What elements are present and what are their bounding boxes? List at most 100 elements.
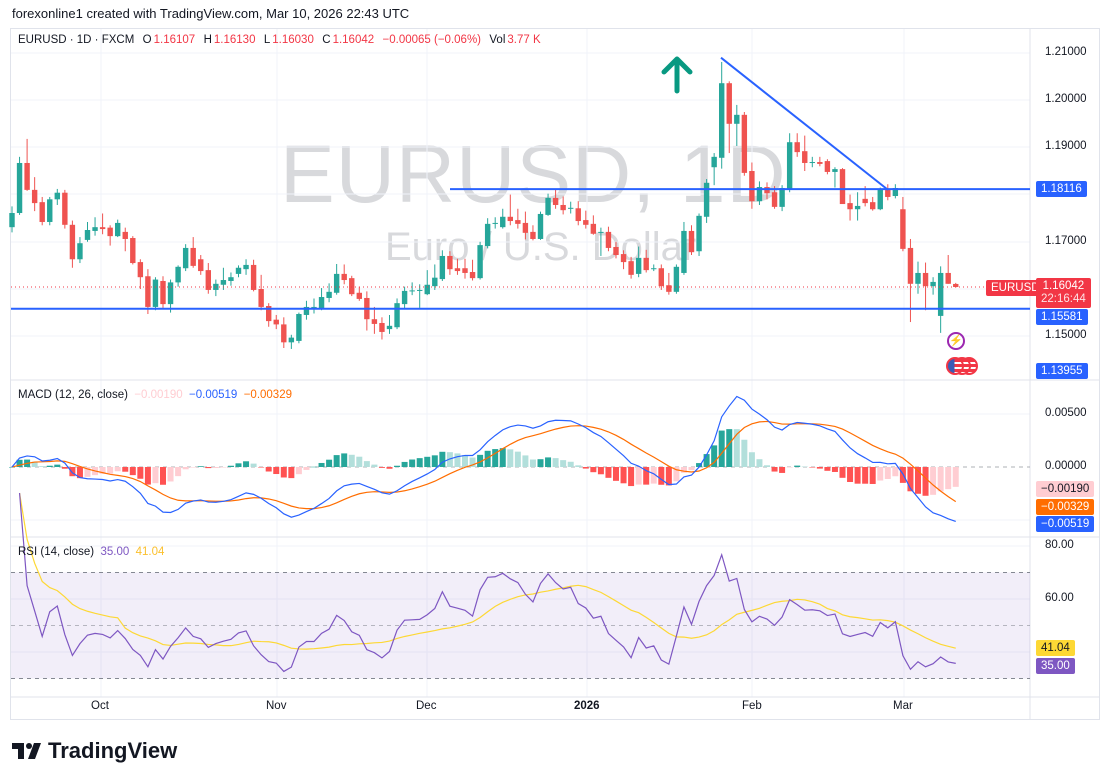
- time-tick: Oct: [91, 700, 109, 712]
- candle-body: [469, 272, 476, 279]
- macd-histogram-bar: [688, 467, 695, 471]
- candle-body: [341, 273, 347, 281]
- macd-histogram-bar: [801, 466, 808, 468]
- macd-histogram-bar: [122, 467, 129, 472]
- macd-histogram-bar: [552, 458, 559, 467]
- candle-body: [296, 314, 302, 341]
- macd-histogram-bar: [9, 467, 15, 468]
- macd-histogram-bar: [197, 466, 204, 467]
- macd-histogram-bar: [295, 467, 302, 475]
- macd-histogram-bar: [628, 467, 635, 487]
- candle-body: [877, 188, 883, 210]
- macd-histogram-bar: [84, 467, 91, 477]
- candle-body: [786, 142, 793, 190]
- symbol-info[interactable]: EURUSD · 1D · FXCM: [18, 34, 135, 46]
- macd-histogram-bar: [809, 467, 816, 468]
- candle-body: [386, 325, 393, 330]
- open-value: 1.16107: [153, 34, 196, 46]
- time-tick: Mar: [893, 700, 913, 712]
- candle-body: [47, 199, 53, 222]
- macd-histogram-bar: [771, 467, 778, 472]
- rsi-value: 35.00: [100, 546, 130, 558]
- macd-histogram-bar: [915, 467, 921, 494]
- tradingview-logo[interactable]: TradingView: [12, 738, 177, 764]
- level-high-tag: 1.18116: [1036, 181, 1087, 197]
- candle-body: [326, 291, 332, 298]
- candle-body: [922, 272, 929, 287]
- candle-body: [771, 192, 778, 207]
- macd-histogram-bar: [190, 467, 197, 468]
- candle-body: [937, 272, 944, 316]
- candle-body: [250, 264, 257, 290]
- candle-body: [220, 280, 227, 285]
- candle-body: [734, 114, 740, 124]
- macd-histogram-bar: [61, 467, 68, 469]
- price-tick: 1.15000: [1045, 329, 1087, 341]
- candle-body: [515, 220, 521, 224]
- macd-histogram-bar: [31, 461, 38, 467]
- macd-histogram-bar: [824, 467, 831, 471]
- level-bottom-tag: 1.13955: [1036, 363, 1088, 379]
- high-value: 1.16130: [213, 34, 256, 46]
- symbol-legend: EURUSD · 1D · FXCM O 1.16107 H 1.16130 L 1.…: [18, 34, 543, 46]
- macd-histogram-bar: [205, 467, 212, 469]
- candle-body: [99, 227, 106, 230]
- lightning-icon[interactable]: ⚡: [947, 332, 965, 350]
- macd-histogram-bar: [129, 467, 136, 476]
- candle-body: [552, 197, 559, 205]
- candle-body: [432, 277, 438, 287]
- macd-histogram-bar: [446, 452, 453, 467]
- candle-body: [243, 264, 249, 270]
- macd-histogram-bar: [620, 467, 627, 484]
- candle-body: [288, 337, 295, 343]
- candle-body: [522, 222, 529, 233]
- candle-body: [945, 272, 951, 284]
- macd-histogram-bar: [273, 467, 280, 475]
- us-flag-icon[interactable]: [946, 357, 986, 377]
- macd-histogram-bar: [280, 467, 287, 478]
- last-price: 1.16042: [1042, 280, 1085, 292]
- macd-histogram-bar: [884, 467, 891, 479]
- time-tick: Feb: [742, 700, 762, 712]
- candle-body: [500, 216, 506, 228]
- open-label: O: [142, 34, 152, 46]
- candle-body: [507, 216, 513, 222]
- candle-body: [635, 257, 642, 274]
- macd-histogram-bar: [756, 459, 763, 467]
- candle-body: [862, 198, 868, 204]
- macd-histogram-bar: [952, 467, 959, 487]
- macd-title[interactable]: MACD (12, 26, close): [18, 389, 128, 401]
- candle-body: [892, 187, 899, 197]
- candle-body: [688, 230, 695, 253]
- candle-body: [673, 266, 680, 292]
- bar-countdown: 22:16:44: [1041, 293, 1086, 305]
- macd-histogram-bar: [575, 465, 582, 467]
- close-label: C: [322, 34, 331, 46]
- macd-histogram-bar: [514, 451, 521, 467]
- candle-body: [424, 284, 430, 295]
- macd-signal-tag: −0.00329: [1036, 499, 1095, 515]
- macd-histogram-bar: [227, 465, 234, 467]
- candle-body: [484, 223, 491, 247]
- candle-body: [643, 257, 649, 271]
- macd-histogram-bar: [741, 439, 748, 467]
- tradingview-logo-icon: [12, 743, 41, 759]
- candle-body: [620, 254, 627, 263]
- macd-histogram-bar: [363, 461, 370, 467]
- candle-body: [303, 306, 310, 315]
- candle-body: [39, 202, 45, 222]
- rsi-title[interactable]: RSI (14, close): [18, 546, 95, 558]
- macd-histogram-bar: [643, 467, 650, 485]
- candle-body: [152, 279, 159, 307]
- close-value: 1.16042: [332, 34, 375, 46]
- candle-body: [228, 277, 234, 281]
- macd-histogram-bar: [152, 467, 159, 484]
- candle-body: [605, 231, 612, 248]
- macd-legend: MACD (12, 26, close) −0.00190 −0.00519 −…: [18, 389, 292, 401]
- macd-histogram-bar: [144, 467, 151, 485]
- macd-histogram-bar: [469, 457, 476, 467]
- macd-histogram-bar: [54, 464, 61, 467]
- candle-body: [839, 169, 846, 205]
- level-low-tag: 1.15581: [1036, 309, 1088, 325]
